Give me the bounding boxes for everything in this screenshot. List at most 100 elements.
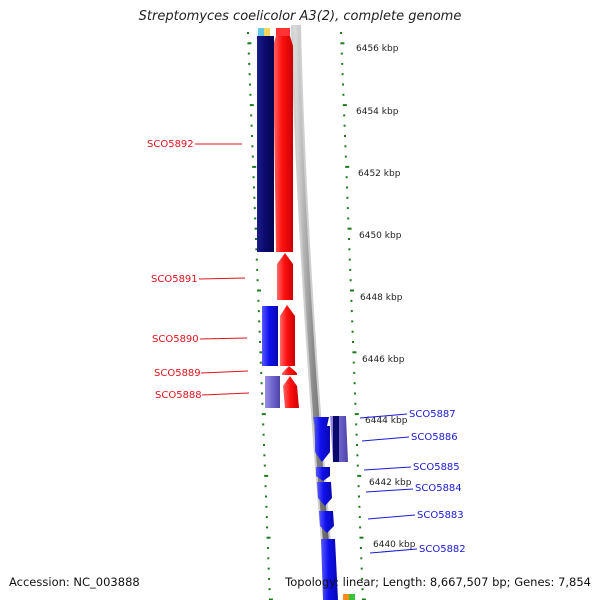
scale-tick xyxy=(251,155,254,158)
scale-tick xyxy=(356,464,359,467)
scale-label: 6440 kbp xyxy=(373,540,416,550)
gene-label-sco5885[interactable]: SCO5885 xyxy=(413,462,460,473)
gene-sco5883-reverse[interactable] xyxy=(319,511,334,533)
gene-label-sco5887[interactable]: SCO5887 xyxy=(409,409,456,420)
scale-tick xyxy=(348,238,350,240)
scale-tick xyxy=(348,258,351,261)
scale-tick xyxy=(349,279,352,282)
scale-tick xyxy=(268,588,271,591)
gene-sco5890-block[interactable] xyxy=(262,306,278,366)
scale-tick xyxy=(353,371,356,374)
scale-tick xyxy=(250,114,253,117)
scale-tick xyxy=(254,227,259,230)
scale-tick xyxy=(348,248,351,251)
scale-tick xyxy=(344,145,347,148)
gene-sco5887-core xyxy=(333,416,339,462)
scale-tick xyxy=(264,485,267,488)
scale-tick xyxy=(358,495,360,498)
scale-ticks-left xyxy=(247,32,273,600)
scale-tick xyxy=(340,42,345,45)
scale-tick xyxy=(261,402,264,405)
scale-tick xyxy=(359,536,364,539)
scale-tick xyxy=(255,248,258,251)
scale-tick xyxy=(248,62,251,65)
scale-tick xyxy=(267,557,270,560)
gene-label-sco5889[interactable]: SCO5889 xyxy=(154,368,201,379)
scale-tick xyxy=(357,485,360,488)
gene-sco5891-forward[interactable] xyxy=(277,253,293,300)
gene-label-sco5882[interactable]: SCO5882 xyxy=(419,544,466,555)
gene-sco5886-reverse[interactable] xyxy=(313,417,330,462)
gene-leader-lines xyxy=(195,143,418,554)
gene-sco5885-reverse[interactable] xyxy=(316,467,330,481)
gene-label-sco5890[interactable]: SCO5890 xyxy=(152,334,199,345)
scale-tick xyxy=(256,268,259,271)
scale-tick xyxy=(355,423,358,426)
scale-tick xyxy=(255,238,257,240)
scale-tick xyxy=(361,588,364,591)
track-header xyxy=(258,28,290,36)
forward-left-track xyxy=(257,36,280,408)
scale-label: 6442 kbp xyxy=(369,478,412,488)
gene-label-sco5884[interactable]: SCO5884 xyxy=(415,483,462,494)
scale-tick xyxy=(249,83,251,86)
scale-tick xyxy=(357,474,362,477)
scale-label: 6456 kbp xyxy=(356,44,399,54)
scale-label: 6448 kbp xyxy=(360,293,403,303)
gene-sco5890-forward[interactable] xyxy=(280,305,295,366)
scale-tick xyxy=(341,62,344,65)
scale-tick xyxy=(350,310,353,313)
gene-sco5892-forward[interactable] xyxy=(273,36,293,252)
scale-tick xyxy=(349,268,352,271)
reverse-strand-track xyxy=(313,416,348,600)
scale-tick xyxy=(259,351,264,354)
scale-tick xyxy=(361,577,364,580)
gene-sco5888-forward[interactable] xyxy=(283,376,299,408)
gene-sco5882-reverse[interactable] xyxy=(321,539,338,600)
scale-tick xyxy=(251,145,254,148)
gene-sco5892-block[interactable] xyxy=(257,36,274,252)
scale-tick xyxy=(249,104,254,107)
scale-tick xyxy=(342,104,347,107)
scale-tick xyxy=(252,176,255,179)
scale-tick xyxy=(266,536,271,539)
gene-label-sco5888[interactable]: SCO5888 xyxy=(155,390,202,401)
scale-tick xyxy=(268,598,273,600)
accession-label: Accession: NC_003888 xyxy=(9,575,140,589)
scale-tick xyxy=(346,196,349,199)
gene-label-sco5886[interactable]: SCO5886 xyxy=(411,432,458,443)
gene-sco5889-forward[interactable] xyxy=(282,366,297,375)
forward-strand-track xyxy=(273,36,299,408)
gene-label-sco5883[interactable]: SCO5883 xyxy=(417,510,464,521)
scale-tick xyxy=(259,341,261,343)
scale-tick xyxy=(360,567,363,570)
scale-label: 6454 kbp xyxy=(356,107,399,117)
gene-sco5884-reverse[interactable] xyxy=(317,482,332,506)
scale-tick xyxy=(350,289,354,292)
scale-tick xyxy=(344,155,347,158)
scale-tick xyxy=(250,124,253,127)
scale-tick xyxy=(262,423,265,426)
scale-tick xyxy=(260,371,263,374)
scale-ticks-right xyxy=(340,32,366,600)
scale-tick xyxy=(253,207,256,210)
scale-tick xyxy=(253,186,255,189)
scale-label: 6450 kbp xyxy=(359,231,402,241)
scale-tick xyxy=(342,83,344,86)
scale-tick xyxy=(260,382,263,385)
scale-tick xyxy=(257,299,260,302)
gene-sco5888-block[interactable] xyxy=(265,376,280,408)
scale-tick xyxy=(347,217,350,220)
scale-tick xyxy=(340,32,342,34)
scale-tick xyxy=(359,547,362,549)
scale-tick xyxy=(359,526,362,529)
scale-tick xyxy=(261,392,263,395)
gene-label-sco5891[interactable]: SCO5891 xyxy=(151,274,198,285)
scale-tick xyxy=(259,361,262,364)
scale-tick xyxy=(255,258,258,261)
gene-label-sco5892[interactable]: SCO5892 xyxy=(147,139,194,150)
scale-tick xyxy=(254,217,257,220)
scale-label: 6446 kbp xyxy=(362,355,405,365)
scale-tick xyxy=(247,52,250,55)
